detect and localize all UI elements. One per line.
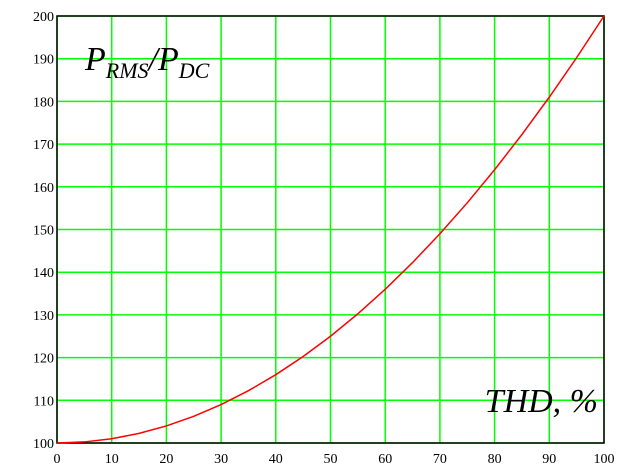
y-tick-label: 110 (34, 394, 54, 409)
y-tick-label: 170 (33, 138, 54, 153)
y-label-part: P (84, 41, 106, 78)
y-tick-label: 190 (33, 53, 54, 68)
plot-frame (56, 15, 605, 444)
y-tick-label: 200 (33, 10, 54, 25)
y-label-part: RMS (105, 58, 149, 83)
x-tick-label: 10 (105, 452, 119, 467)
x-tick-label: 0 (54, 452, 61, 467)
x-tick-label: 90 (542, 452, 556, 467)
y-label-part: /P (147, 41, 179, 78)
y-tick-label: 180 (33, 95, 54, 110)
y-tick-label: 160 (33, 181, 54, 196)
y-tick-label: 120 (33, 352, 54, 367)
y-tick-label: 100 (33, 437, 54, 452)
x-tick-label: 20 (159, 452, 173, 467)
x-tick-label: 40 (269, 452, 283, 467)
x-tick-label: 80 (488, 452, 502, 467)
x-tick-label: 50 (324, 452, 338, 467)
x-label: THD, % (485, 383, 598, 420)
x-tick-label: 30 (214, 452, 228, 467)
x-tick-label: 100 (594, 452, 615, 467)
x-tick-label: 70 (433, 452, 447, 467)
y-tick-label: 130 (33, 309, 54, 324)
y-label: PRMS/PDC (84, 41, 210, 83)
x-tick-label: 60 (378, 452, 392, 467)
line (56, 15, 605, 444)
y-tick-label: 140 (33, 266, 54, 281)
y-tick-label: 150 (33, 224, 54, 239)
y-label-part: DC (178, 58, 210, 83)
